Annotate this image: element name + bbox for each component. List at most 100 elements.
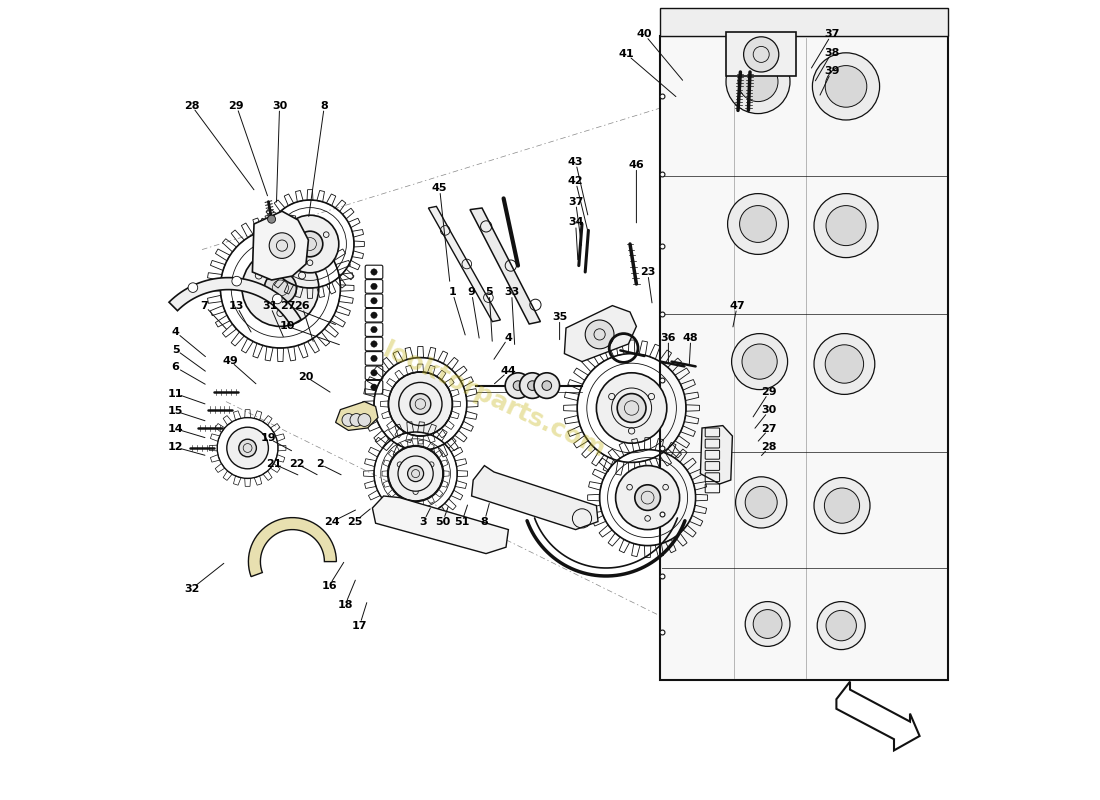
Text: 10: 10: [279, 322, 295, 331]
Text: 27: 27: [279, 301, 295, 310]
Text: 14: 14: [168, 424, 184, 434]
Text: 35: 35: [552, 312, 568, 322]
Circle shape: [739, 206, 777, 242]
Polygon shape: [660, 8, 948, 36]
Text: 12: 12: [168, 442, 184, 452]
Circle shape: [542, 381, 551, 390]
Circle shape: [387, 446, 443, 502]
Circle shape: [738, 62, 778, 102]
Text: 47: 47: [729, 301, 745, 310]
Text: 6: 6: [172, 362, 179, 372]
Text: 48: 48: [683, 333, 698, 342]
Polygon shape: [472, 466, 598, 530]
Circle shape: [736, 477, 786, 528]
Text: 11: 11: [168, 389, 184, 398]
Circle shape: [814, 334, 874, 394]
Text: 28: 28: [761, 442, 777, 452]
Circle shape: [514, 381, 522, 390]
Circle shape: [398, 456, 433, 491]
Text: 4: 4: [172, 327, 179, 337]
Circle shape: [371, 269, 377, 275]
Text: 29: 29: [761, 387, 777, 397]
Circle shape: [399, 382, 442, 426]
Text: 24: 24: [324, 517, 340, 526]
Text: 49: 49: [222, 356, 238, 366]
Circle shape: [371, 384, 377, 390]
Text: 5: 5: [172, 345, 179, 354]
Text: 19: 19: [261, 434, 276, 443]
Circle shape: [505, 373, 531, 398]
Text: 50: 50: [436, 517, 450, 526]
Text: 23: 23: [640, 267, 656, 277]
Circle shape: [528, 381, 537, 390]
Circle shape: [824, 488, 859, 523]
Circle shape: [239, 439, 256, 457]
Text: 7: 7: [200, 301, 208, 310]
Text: 36: 36: [661, 333, 676, 342]
Circle shape: [188, 283, 198, 293]
Circle shape: [371, 341, 377, 347]
Circle shape: [745, 602, 790, 646]
Circle shape: [814, 478, 870, 534]
Text: 20: 20: [298, 372, 314, 382]
Text: 45: 45: [432, 183, 448, 193]
Text: 42: 42: [568, 176, 583, 186]
Circle shape: [727, 194, 789, 254]
Text: looktorparts.com: looktorparts.com: [378, 338, 609, 462]
Text: 30: 30: [272, 101, 287, 110]
Polygon shape: [252, 211, 308, 280]
Polygon shape: [726, 32, 796, 76]
Circle shape: [825, 345, 864, 383]
Circle shape: [264, 272, 296, 304]
Circle shape: [371, 326, 377, 333]
Polygon shape: [470, 208, 540, 324]
Circle shape: [585, 320, 614, 349]
Text: 2: 2: [316, 459, 323, 469]
Circle shape: [282, 215, 339, 273]
Circle shape: [404, 462, 428, 486]
Text: 8: 8: [320, 101, 328, 110]
Circle shape: [358, 414, 371, 426]
Text: 15: 15: [168, 406, 184, 416]
Circle shape: [616, 466, 680, 530]
Text: 5: 5: [485, 287, 493, 297]
Circle shape: [742, 344, 778, 379]
Circle shape: [297, 231, 322, 257]
Circle shape: [744, 37, 779, 72]
Circle shape: [519, 373, 546, 398]
Polygon shape: [249, 518, 337, 577]
Polygon shape: [564, 306, 637, 362]
Circle shape: [617, 394, 646, 422]
Circle shape: [270, 233, 295, 258]
Text: 9: 9: [468, 287, 475, 297]
Text: 31: 31: [262, 301, 277, 310]
Text: 16: 16: [321, 581, 337, 590]
Circle shape: [342, 414, 355, 426]
Circle shape: [817, 602, 866, 650]
Text: 44: 44: [500, 366, 516, 376]
Circle shape: [242, 250, 319, 326]
Text: 25: 25: [348, 517, 363, 526]
Text: 39: 39: [824, 66, 839, 76]
Text: 8: 8: [481, 517, 488, 526]
Circle shape: [371, 355, 377, 362]
Text: 32: 32: [184, 584, 199, 594]
Circle shape: [745, 486, 778, 518]
Text: 13: 13: [229, 301, 244, 310]
Text: 22: 22: [289, 459, 305, 469]
Text: 51: 51: [454, 517, 470, 526]
Polygon shape: [428, 206, 501, 322]
Circle shape: [371, 283, 377, 290]
Circle shape: [826, 206, 866, 246]
Text: 21: 21: [266, 459, 282, 469]
Circle shape: [534, 373, 560, 398]
Circle shape: [826, 610, 857, 641]
Circle shape: [371, 312, 377, 318]
Circle shape: [371, 298, 377, 304]
Text: 29: 29: [229, 101, 244, 110]
Circle shape: [227, 427, 268, 469]
Text: 18: 18: [338, 600, 353, 610]
Text: 37: 37: [824, 30, 839, 39]
Circle shape: [814, 194, 878, 258]
Circle shape: [726, 50, 790, 114]
